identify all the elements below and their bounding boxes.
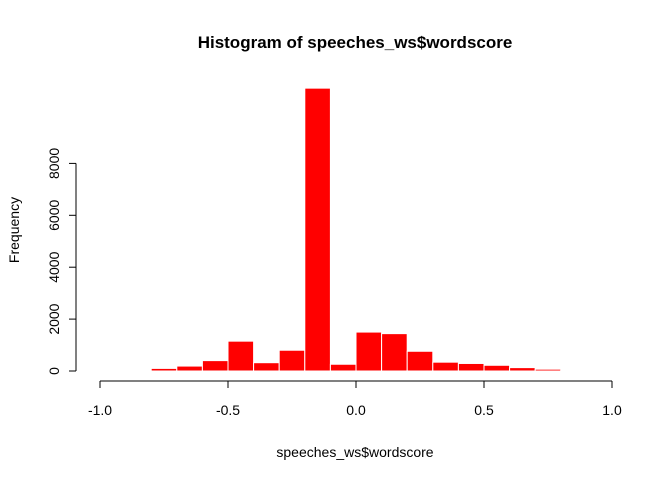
y-tick-label: 6000 (46, 200, 62, 231)
histogram-bar (406, 350, 434, 372)
histogram-bar (227, 340, 255, 372)
histogram-bar (381, 333, 408, 372)
histogram-bar (201, 360, 229, 372)
histogram-bar (432, 361, 459, 372)
histogram-bar (125, 369, 152, 372)
histogram-bar (560, 370, 587, 372)
histogram-bar (278, 349, 306, 372)
histogram-bars (125, 87, 587, 372)
x-tick-label: 0.5 (474, 402, 494, 418)
y-tick-label: 4000 (46, 251, 62, 282)
x-tick-label: 1.0 (602, 402, 622, 418)
histogram-bar (176, 365, 203, 372)
histogram-bar (253, 362, 280, 372)
histogram-bar (483, 364, 511, 372)
x-tick-label: -0.5 (216, 402, 240, 418)
histogram-bar (509, 367, 536, 372)
x-axis-label: speeches_ws$wordscore (276, 444, 433, 460)
histogram-bar (329, 363, 357, 372)
x-tick-label: 0.0 (346, 402, 366, 418)
histogram-bar (304, 87, 331, 372)
x-tick-label: -1.0 (88, 402, 112, 418)
x-axis: -1.0 -0.5 0.0 0.5 1.0 (88, 380, 622, 418)
histogram-bar (534, 368, 562, 372)
histogram-bar (150, 367, 178, 372)
histogram-bar (355, 331, 383, 372)
histogram-bar (457, 362, 485, 372)
y-tick-label: 8000 (46, 148, 62, 179)
chart-title: Histogram of speeches_ws$wordscore (198, 33, 513, 52)
y-axis-label: Frequency (6, 197, 22, 263)
y-tick-label: 2000 (46, 303, 62, 334)
y-axis: 0 2000 4000 6000 8000 (46, 148, 77, 375)
y-tick-label: 0 (46, 367, 62, 375)
